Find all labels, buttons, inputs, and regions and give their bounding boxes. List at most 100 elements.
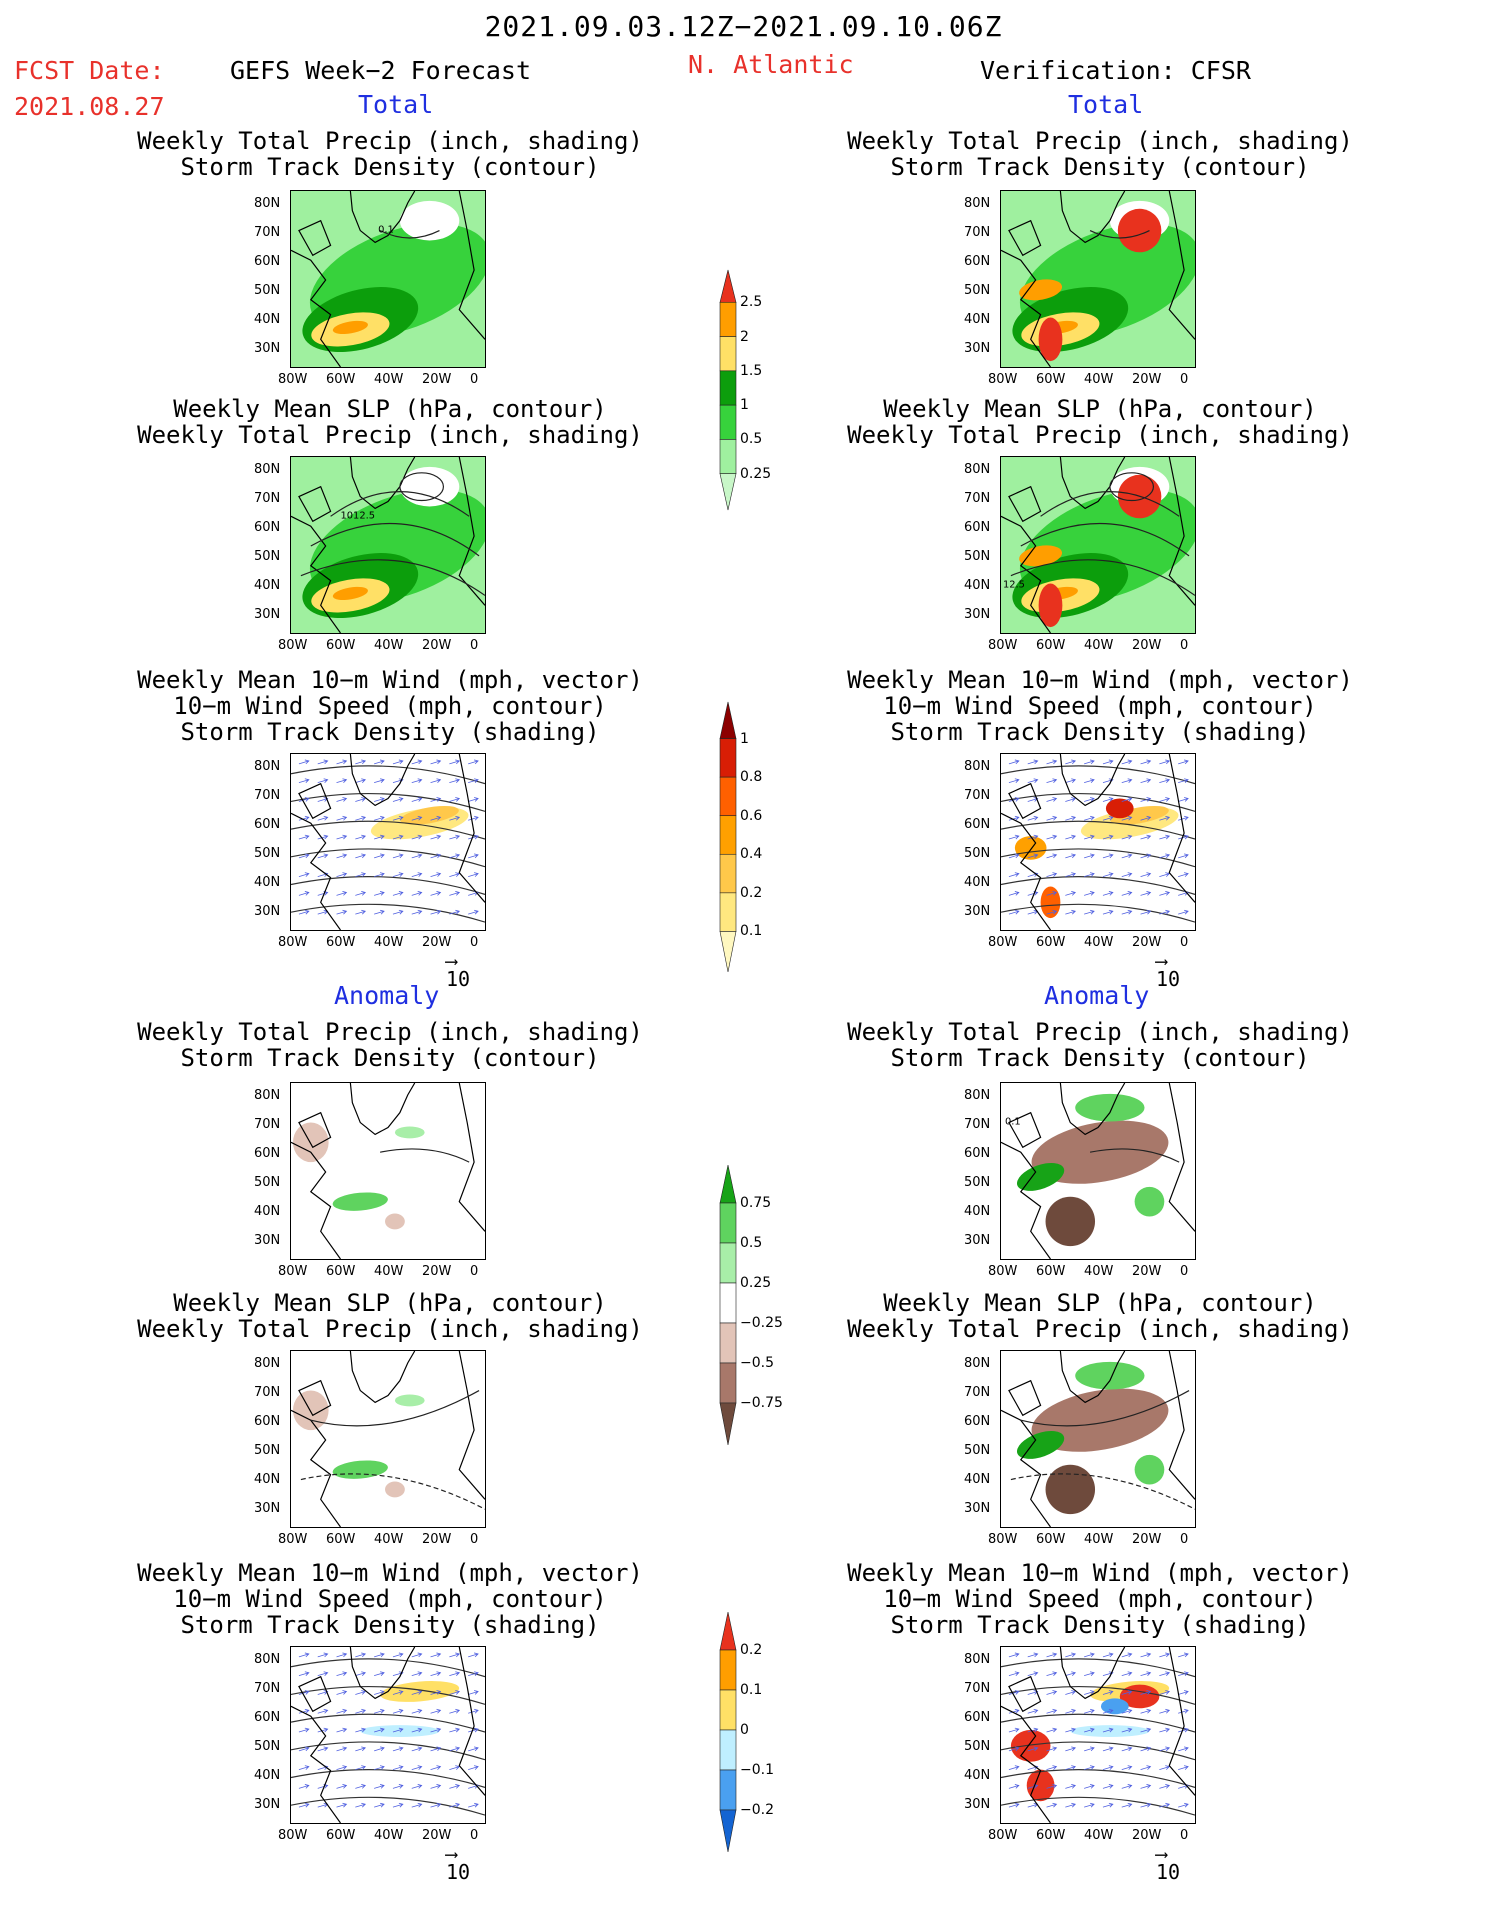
- wind-vector: [1084, 1727, 1095, 1733]
- wind-vector: [449, 1765, 461, 1770]
- lat-tick-label: 80N: [964, 1356, 991, 1371]
- wind-vector: [1046, 1746, 1058, 1752]
- precip-max-red-south: [1038, 317, 1063, 362]
- coastline-baffin: [1008, 485, 1042, 523]
- wind-vector: [392, 1652, 404, 1658]
- wind-vector: [1084, 1690, 1095, 1695]
- wind-vector: [298, 1784, 310, 1789]
- wind-vector: [1121, 1765, 1133, 1770]
- wind-vector: [355, 1671, 367, 1677]
- wind-vector: [449, 797, 461, 802]
- lon-tick-label: 20W: [1132, 1532, 1162, 1547]
- wind-vector: [449, 834, 461, 840]
- lat-tick-label: 40N: [254, 875, 281, 890]
- fcst-map-aslp: [290, 1350, 486, 1528]
- lat-tick-label: 60N: [964, 817, 991, 832]
- wind-vector: [430, 797, 442, 802]
- wind-vector: [449, 1652, 461, 1658]
- wind-vector: [1008, 872, 1020, 877]
- wind-vector: [355, 834, 367, 840]
- wind-vector: [1065, 1652, 1077, 1658]
- lon-tick-label: 0: [470, 1264, 479, 1279]
- wind-vector: [1121, 834, 1133, 840]
- wind-vector: [298, 1652, 310, 1658]
- wind-vector: [1121, 778, 1133, 784]
- wind-vector: [1027, 853, 1039, 859]
- wind-vector: [336, 1708, 348, 1714]
- wind-vector: [392, 834, 404, 840]
- wind-vector: [1046, 1708, 1058, 1714]
- coastline-greenland: [1059, 1647, 1126, 1700]
- wind-vector: [411, 1784, 423, 1789]
- coastline-baffin: [298, 1675, 332, 1713]
- colorbar-swatch: [719, 1649, 737, 1691]
- lon-tick-label: 80W: [988, 1264, 1018, 1279]
- precip-anom-wet-small: [394, 1394, 425, 1407]
- wind-vector: [1008, 1802, 1020, 1808]
- lon-tick-label: 40W: [374, 372, 404, 387]
- coastline-europe: [458, 191, 485, 340]
- precip-anom-dry-south: [1045, 1196, 1096, 1247]
- wind-vector: [392, 759, 404, 765]
- storm-anom-pos: [380, 1681, 460, 1702]
- ver-anomaly-heading: Anomaly: [1044, 981, 1150, 1010]
- precip-max-orange: [332, 320, 368, 335]
- precip-anom-dry-large: [1031, 1120, 1169, 1184]
- wind-vector: [1140, 909, 1152, 915]
- precip-max-newfoundland: [1019, 545, 1063, 567]
- lon-tick-label: 60W: [1036, 372, 1066, 387]
- coastline-greenland: [349, 1647, 416, 1700]
- colorbar-swatch: [719, 738, 737, 778]
- lon-tick-label: 20W: [422, 1828, 452, 1843]
- wind-vector: [1008, 891, 1020, 896]
- wind-vector: [1008, 1708, 1020, 1714]
- wind-speed-contour: [1001, 876, 1195, 895]
- wind-vector: [374, 1708, 385, 1714]
- wind-vector: [298, 1727, 310, 1733]
- wind-vector: [449, 815, 461, 821]
- coastline-north-america: [291, 249, 341, 367]
- wind-speed-contour: [291, 1741, 485, 1761]
- wind-vector: [449, 778, 461, 784]
- wind-vector: [411, 778, 423, 784]
- lat-tick-label: 30N: [964, 341, 991, 356]
- wind-vector: [298, 778, 310, 784]
- wind-vector: [1140, 1802, 1152, 1808]
- lat-tick-label: 80N: [254, 1088, 281, 1103]
- lon-tick-label: 0: [1180, 1532, 1189, 1547]
- wind-speed-contour: [1001, 1796, 1195, 1816]
- lat-tick-label: 40N: [254, 1204, 281, 1219]
- wind-vector: [336, 1652, 348, 1658]
- wind-vector: [411, 759, 423, 765]
- wind-vector: [1102, 891, 1114, 896]
- coastline-north-america: [1001, 515, 1051, 633]
- wind-vector: [468, 909, 479, 915]
- colorbar-swatch: [719, 1402, 737, 1446]
- wind-vector: [411, 1802, 423, 1808]
- storm-density-west: [1014, 836, 1047, 860]
- wind-vector: [1008, 1690, 1020, 1695]
- wind-vector: [1159, 759, 1171, 765]
- wind-vector: [1008, 1727, 1020, 1733]
- coastline-greenland: [349, 754, 416, 807]
- wind-vector: [411, 872, 423, 877]
- wind-vector: [1121, 1708, 1133, 1714]
- wind-vector: [1140, 853, 1152, 859]
- wind-vector: [317, 853, 329, 859]
- coastline-baffin: [298, 1379, 332, 1417]
- wind-vector: [449, 1746, 461, 1752]
- wind-vector: [392, 1708, 404, 1714]
- wind-vector: [1178, 1708, 1189, 1714]
- wind-vector: [1102, 834, 1114, 840]
- wind-vector: [1159, 1690, 1171, 1695]
- wind-vector: [468, 1802, 479, 1808]
- wind-vector: [1140, 1746, 1152, 1752]
- wind-vector: [355, 853, 367, 859]
- precip-anom-wet-west: [1016, 1430, 1065, 1459]
- wind-vector: [1046, 815, 1058, 821]
- wind-vector: [1159, 1784, 1171, 1789]
- wind-speed-contour: [291, 1796, 485, 1816]
- coastline-europe: [1168, 1647, 1195, 1796]
- wind-vector: [1065, 759, 1077, 765]
- wind-vector: [411, 834, 423, 840]
